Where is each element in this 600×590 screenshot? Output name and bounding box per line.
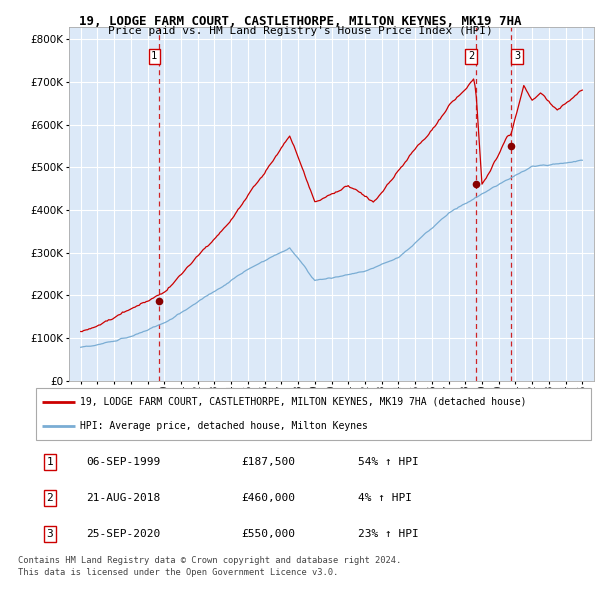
- Text: 19, LODGE FARM COURT, CASTLETHORPE, MILTON KEYNES, MK19 7HA (detached house): 19, LODGE FARM COURT, CASTLETHORPE, MILT…: [80, 396, 527, 407]
- Text: 2: 2: [468, 51, 474, 61]
- Text: £550,000: £550,000: [241, 529, 295, 539]
- Text: Contains HM Land Registry data © Crown copyright and database right 2024.: Contains HM Land Registry data © Crown c…: [18, 556, 401, 565]
- Text: This data is licensed under the Open Government Licence v3.0.: This data is licensed under the Open Gov…: [18, 568, 338, 577]
- Text: 2: 2: [47, 493, 53, 503]
- Text: 25-SEP-2020: 25-SEP-2020: [86, 529, 160, 539]
- Text: 3: 3: [514, 51, 520, 61]
- Text: 1: 1: [47, 457, 53, 467]
- Text: HPI: Average price, detached house, Milton Keynes: HPI: Average price, detached house, Milt…: [80, 421, 368, 431]
- Text: 21-AUG-2018: 21-AUG-2018: [86, 493, 160, 503]
- Text: 06-SEP-1999: 06-SEP-1999: [86, 457, 160, 467]
- FancyBboxPatch shape: [36, 388, 591, 440]
- Text: £460,000: £460,000: [241, 493, 295, 503]
- Text: Price paid vs. HM Land Registry's House Price Index (HPI): Price paid vs. HM Land Registry's House …: [107, 26, 493, 36]
- Text: 19, LODGE FARM COURT, CASTLETHORPE, MILTON KEYNES, MK19 7HA: 19, LODGE FARM COURT, CASTLETHORPE, MILT…: [79, 15, 521, 28]
- Text: 54% ↑ HPI: 54% ↑ HPI: [358, 457, 419, 467]
- Text: £187,500: £187,500: [241, 457, 295, 467]
- Text: 4% ↑ HPI: 4% ↑ HPI: [358, 493, 412, 503]
- Text: 23% ↑ HPI: 23% ↑ HPI: [358, 529, 419, 539]
- Text: 1: 1: [151, 51, 157, 61]
- Text: 3: 3: [47, 529, 53, 539]
